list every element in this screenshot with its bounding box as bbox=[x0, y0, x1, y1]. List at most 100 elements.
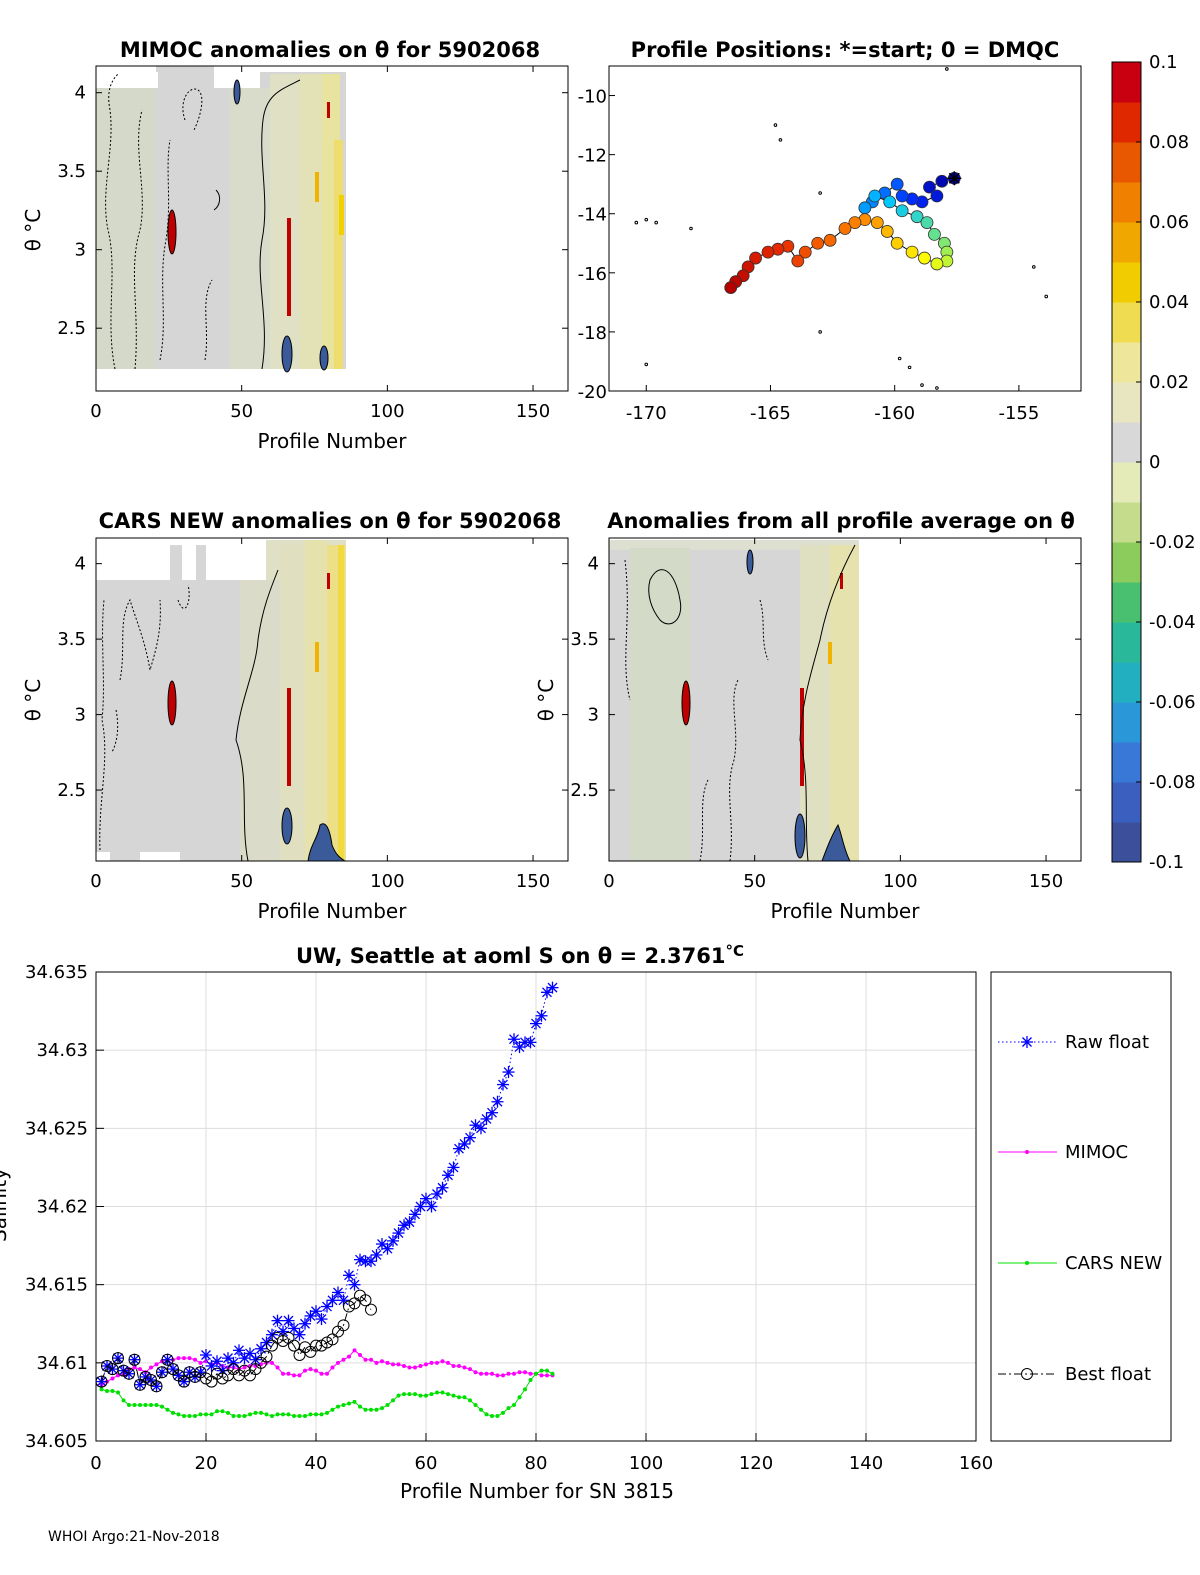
mimoc-panel: MIMOC anomalies on θ for 5902068 bbox=[21, 38, 569, 453]
climatology-point bbox=[495, 1373, 500, 1378]
mimoc-ylabel: θ °C bbox=[21, 209, 45, 252]
profile-position-point bbox=[858, 201, 872, 215]
climatology-point bbox=[264, 1412, 269, 1417]
raw-float-point bbox=[271, 1314, 284, 1327]
raw-float-point bbox=[436, 1181, 449, 1194]
climatology-point bbox=[270, 1413, 274, 1418]
colorbar-swatch bbox=[1112, 222, 1141, 263]
x-tick-label: 150 bbox=[516, 871, 550, 892]
raw-float-point bbox=[293, 1328, 306, 1341]
climatology-point bbox=[330, 1407, 335, 1412]
allavg-xlabel: Profile Number bbox=[771, 899, 921, 923]
climatology-point bbox=[292, 1373, 296, 1378]
salinity-ylabel: Salinity bbox=[0, 1168, 11, 1242]
mimoc-title: MIMOC anomalies on θ for 5902068 bbox=[120, 38, 540, 62]
raw-float-point bbox=[326, 1294, 339, 1307]
climatology-point bbox=[286, 1371, 291, 1376]
y-tick-label: -18 bbox=[578, 323, 607, 344]
x-tick-label: 160 bbox=[959, 1453, 993, 1474]
raw-float-point bbox=[513, 1041, 526, 1054]
raw-float-point bbox=[409, 1208, 421, 1221]
raw-float-point bbox=[370, 1248, 383, 1261]
colorbar-tick-label: 0.04 bbox=[1149, 292, 1189, 313]
colorbar-swatch bbox=[1112, 422, 1141, 463]
y-tick-label: 34.605 bbox=[25, 1431, 88, 1452]
x-tick-label: 50 bbox=[743, 871, 766, 892]
colorbar-swatch bbox=[1112, 542, 1141, 583]
profile-position-point bbox=[724, 281, 738, 294]
climatology-point bbox=[193, 1357, 197, 1362]
raw-float-point bbox=[546, 981, 559, 994]
climatology-point bbox=[358, 1404, 362, 1409]
x-tick-label: -165 bbox=[750, 403, 791, 424]
best-float-point bbox=[337, 1319, 350, 1332]
raw-float-point bbox=[282, 1314, 295, 1327]
climatology-point bbox=[440, 1390, 445, 1395]
climatology-point bbox=[451, 1363, 456, 1368]
series-line bbox=[101, 1349, 553, 1386]
x-tick-label: 20 bbox=[195, 1453, 218, 1474]
salinity-axes: 0 20 40 60 80 100 120 140 160 34.605 34.61 34.615 34… bbox=[25, 962, 993, 1474]
x-tick-label: 0 bbox=[90, 1453, 101, 1474]
island-mark bbox=[654, 220, 659, 225]
profile-position-point bbox=[883, 195, 897, 209]
x-tick-label: 40 bbox=[305, 1453, 328, 1474]
profile-position-point bbox=[923, 180, 936, 194]
x-tick-label: 150 bbox=[1029, 871, 1063, 892]
climatology-point bbox=[396, 1393, 401, 1398]
mimoc-xlabel: Profile Number bbox=[258, 429, 408, 453]
island-mark bbox=[1044, 294, 1049, 299]
climatology-point bbox=[336, 1360, 340, 1365]
raw-float-point bbox=[541, 986, 553, 999]
climatology-point bbox=[451, 1393, 456, 1398]
colorbar-swatch bbox=[1112, 462, 1141, 503]
raw-float-point bbox=[469, 1119, 482, 1132]
island-mark bbox=[778, 138, 783, 142]
best-float-point bbox=[112, 1352, 124, 1365]
climatology-point bbox=[391, 1362, 395, 1367]
climatology-point bbox=[149, 1403, 153, 1408]
climatology-point bbox=[319, 1371, 324, 1376]
salinity-title: UW, Seattle at aoml S on θ = 2.3761°C bbox=[296, 942, 744, 968]
raw-float-point bbox=[332, 1286, 344, 1299]
climatology-point bbox=[413, 1392, 417, 1397]
profile-position-point bbox=[930, 257, 944, 271]
climatology-point bbox=[281, 1412, 285, 1417]
raw-float-point bbox=[508, 1033, 520, 1046]
raw-float-point bbox=[420, 1192, 432, 1205]
climatology-point bbox=[303, 1413, 307, 1418]
climatology-point bbox=[352, 1348, 357, 1353]
allavg-panel: Anomalies from all profile average on θ … bbox=[534, 509, 1082, 923]
x-tick-label: 100 bbox=[883, 871, 917, 892]
profile-position-point bbox=[868, 189, 882, 203]
climatology-point bbox=[99, 1387, 104, 1392]
climatology-point bbox=[479, 1371, 483, 1376]
profile-position-point bbox=[928, 228, 941, 241]
raw-float-point bbox=[381, 1242, 394, 1255]
best-float-point bbox=[293, 1349, 306, 1362]
island-mark bbox=[1032, 265, 1036, 269]
island-mark bbox=[644, 362, 649, 367]
x-tick-label: 100 bbox=[629, 1453, 663, 1474]
climatology-point bbox=[121, 1398, 126, 1403]
raw-float-point bbox=[442, 1169, 454, 1182]
y-tick-label: 34.635 bbox=[25, 962, 88, 983]
raw-float-point bbox=[200, 1349, 212, 1362]
climatology-point bbox=[484, 1371, 489, 1376]
climatology-point bbox=[187, 1413, 192, 1418]
climatology-point bbox=[132, 1403, 137, 1408]
profile-position-point bbox=[890, 177, 904, 191]
y-tick-label: -12 bbox=[578, 146, 607, 167]
raw-float-point bbox=[205, 1359, 218, 1372]
climatology-point bbox=[490, 1413, 494, 1418]
climatology-point bbox=[341, 1403, 346, 1408]
climatology-point bbox=[446, 1360, 450, 1365]
x-tick-label: 120 bbox=[739, 1453, 773, 1474]
climatology-point bbox=[105, 1388, 109, 1393]
salinity-panel: UW, Seattle at aoml S on θ = 2.3761°C 0 2… bbox=[0, 942, 993, 1503]
best-float-point bbox=[365, 1303, 377, 1316]
y-tick-label: 2.5 bbox=[570, 780, 599, 801]
colorbar-swatch bbox=[1112, 262, 1141, 303]
climatology-point bbox=[182, 1356, 186, 1361]
